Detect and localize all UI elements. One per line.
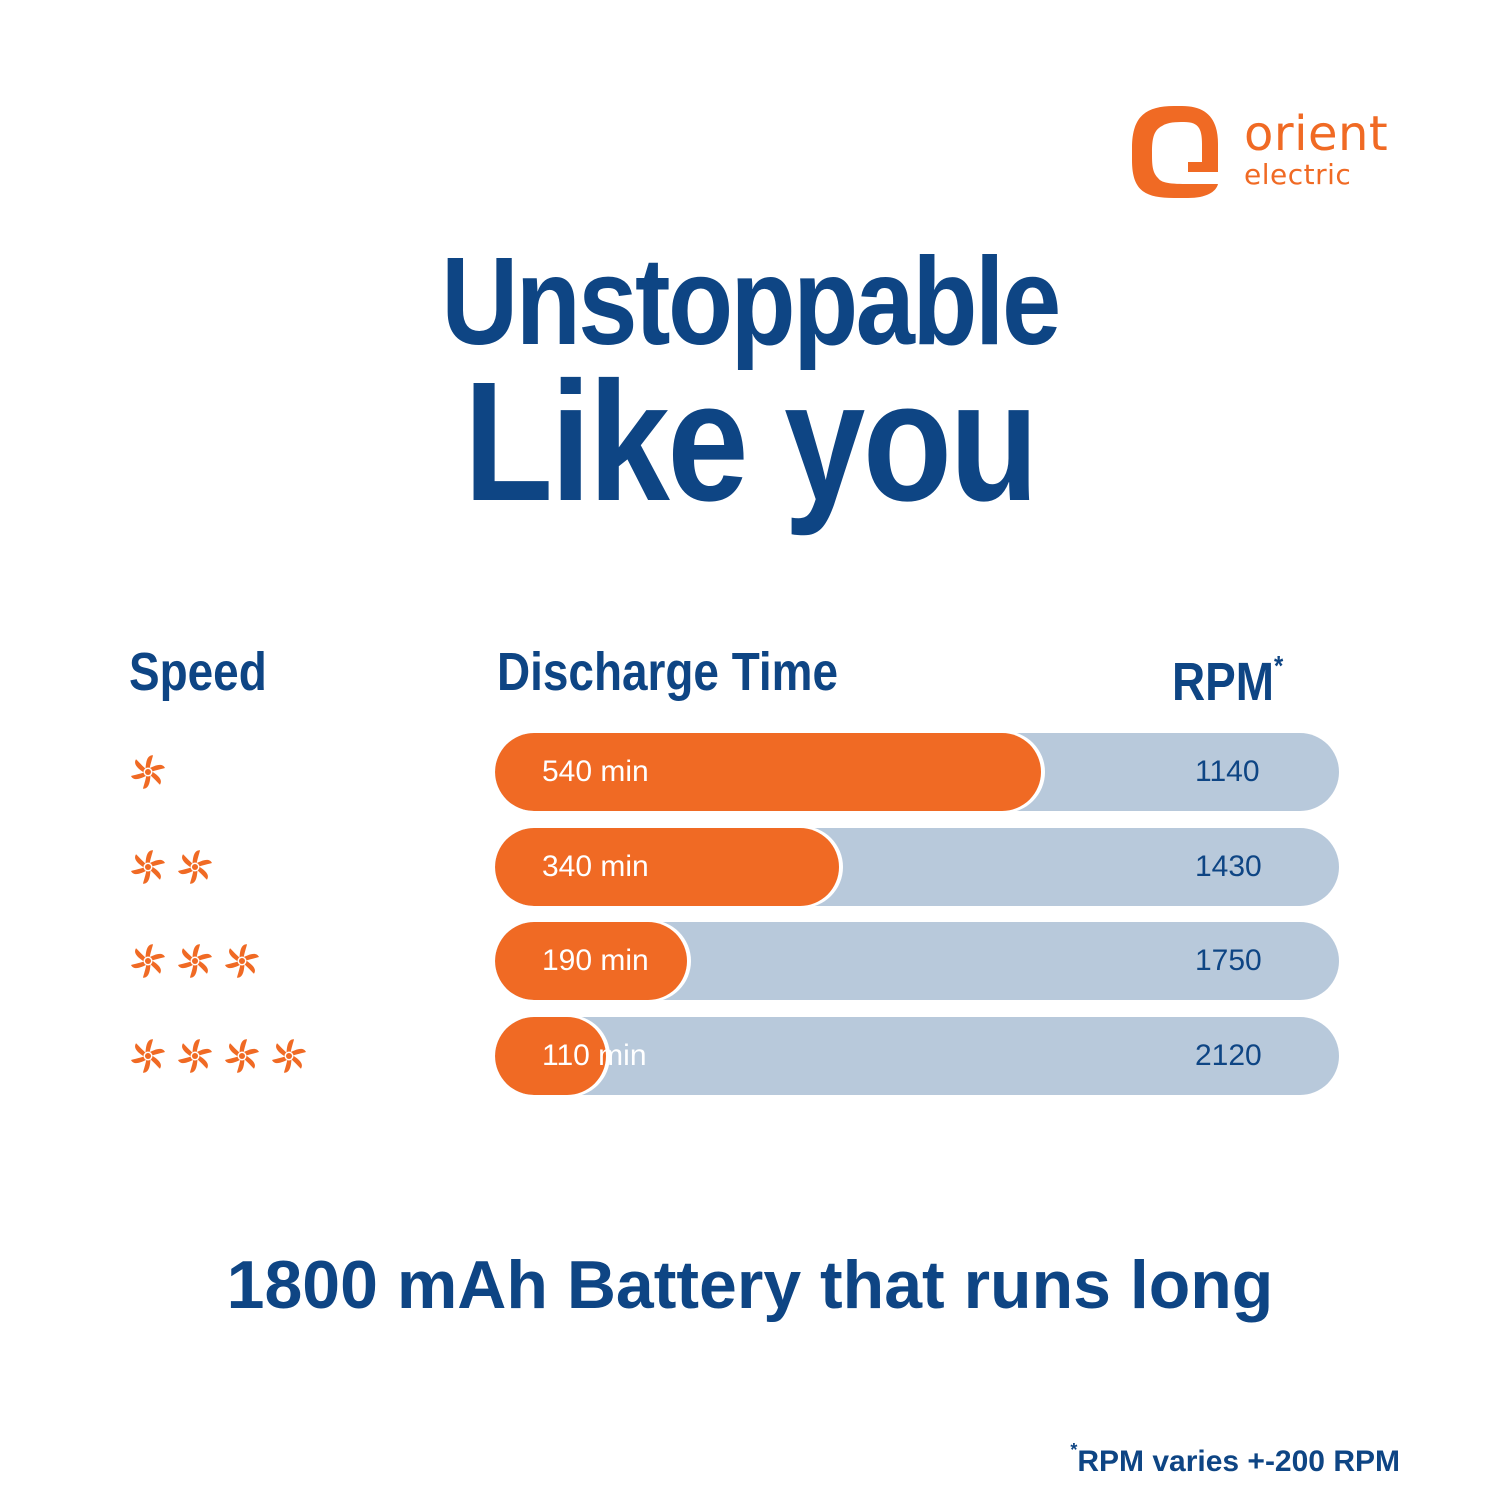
headline-line2: Like you (463, 347, 1039, 537)
speed-column-header: Speed (129, 642, 267, 702)
footnote-asterisk: * (1070, 1440, 1078, 1460)
rpm-value: 1750 (1195, 944, 1262, 977)
discharge-value-label: 340 min (542, 849, 649, 883)
battery-tagline: 1800 mAh Battery that runs long (226, 1247, 1274, 1323)
discharge-bar (495, 827, 839, 906)
speed-level-1 (128, 750, 168, 794)
speed-level-2 (128, 845, 215, 889)
fan-icon (225, 944, 259, 978)
discharge-track: 340 min 1430 (495, 827, 1339, 906)
rpm-asterisk: * (1274, 650, 1284, 681)
fan-icon (178, 849, 212, 884)
rpm-value: 1430 (1195, 849, 1262, 883)
brand-name: orient (1244, 106, 1389, 162)
fan-icon (225, 1038, 259, 1073)
rpm-header-text: RPM (1172, 652, 1274, 712)
rpm-value: 2120 (1195, 1038, 1262, 1072)
discharge-bar (495, 733, 1041, 811)
orient-logo-icon (1132, 106, 1218, 198)
discharge-column-header: Discharge Time (497, 642, 839, 702)
fan-icon (131, 1038, 165, 1073)
brand-logo: orient electric (1130, 104, 1410, 204)
discharge-track: 540 min 1140 (495, 733, 1339, 811)
speed-level-4 (128, 1034, 309, 1078)
discharge-track: 110 min 2120 (495, 1016, 1339, 1095)
discharge-track: 190 min 1750 (495, 922, 1339, 1000)
fan-icon (178, 1038, 212, 1073)
discharge-value-label: 540 min (542, 755, 649, 788)
headline-line1: Unstoppable (441, 233, 1061, 371)
rpm-column-header: RPM* (1172, 640, 1283, 714)
fan-icon (131, 944, 165, 978)
rpm-footnote: *RPM varies +-200 RPM (1070, 1436, 1400, 1480)
discharge-bar (495, 1016, 606, 1095)
discharge-value-label: 110 min (542, 1038, 647, 1072)
brand-subname: electric (1244, 158, 1352, 191)
fan-icon (272, 1038, 306, 1073)
discharge-bar (495, 922, 687, 1000)
discharge-value-label: 190 min (542, 944, 649, 977)
footnote-text: RPM varies +-200 RPM (1077, 1445, 1400, 1478)
fan-icon (131, 849, 165, 884)
rpm-value: 1140 (1195, 755, 1260, 788)
speed-level-3 (128, 939, 262, 983)
fan-icon (178, 944, 212, 978)
fan-icon (131, 755, 165, 789)
